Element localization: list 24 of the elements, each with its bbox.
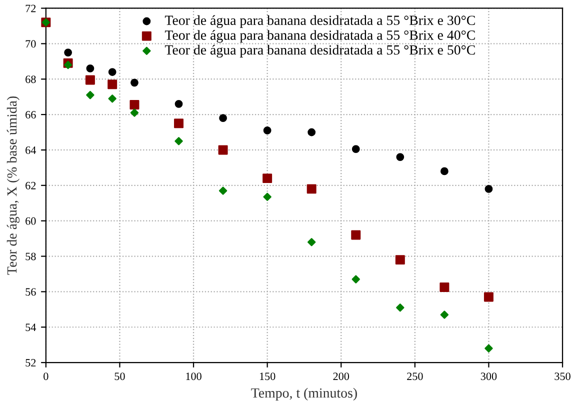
- x-tick-label: 150: [260, 372, 276, 380]
- x-tick-label: 350: [554, 372, 570, 380]
- x-tick-label: 0: [44, 372, 48, 380]
- y-axis-title: Teor de água, X (% base úmida): [6, 96, 20, 275]
- x-axis-title: Tempo, t (minutos): [251, 388, 357, 401]
- legend-label: Teor de água para banana desidratada a 55 °Brix e 40°C: [164, 30, 475, 43]
- x-tick-label: 300: [480, 372, 497, 380]
- y-tick-label: 56: [26, 288, 36, 296]
- y-tick-label: 58: [26, 252, 36, 260]
- legend-label: Teor de água para banana desidratada a 55 °Brix e 30°C: [164, 15, 475, 28]
- y-tick-label: 72: [26, 4, 36, 12]
- x-tick-label: 50: [114, 372, 125, 380]
- y-tick-label: 54: [26, 324, 36, 332]
- legend-label: Teor de água para banana desidratada a 55 °Brix e 50°C: [164, 44, 475, 58]
- x-tick-label: 250: [407, 372, 423, 380]
- y-tick-label: 52: [26, 359, 36, 367]
- x-tick-label: 200: [333, 372, 350, 380]
- y-tick-label: 62: [26, 182, 36, 190]
- y-tick-label: 70: [26, 40, 36, 48]
- y-tick-label: 68: [26, 76, 36, 84]
- y-tick-label: 60: [26, 217, 36, 225]
- x-tick-label: 100: [186, 372, 202, 380]
- y-tick-label: 64: [26, 146, 36, 154]
- y-tick-label: 66: [26, 111, 36, 118]
